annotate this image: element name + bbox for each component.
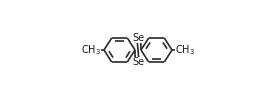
Text: CH$_3$: CH$_3$ [81, 43, 101, 57]
Text: CH$_3$: CH$_3$ [175, 43, 195, 57]
Text: O: O [176, 45, 183, 55]
Text: O: O [93, 45, 100, 55]
Text: Se: Se [132, 57, 144, 67]
Text: Se: Se [132, 33, 144, 43]
